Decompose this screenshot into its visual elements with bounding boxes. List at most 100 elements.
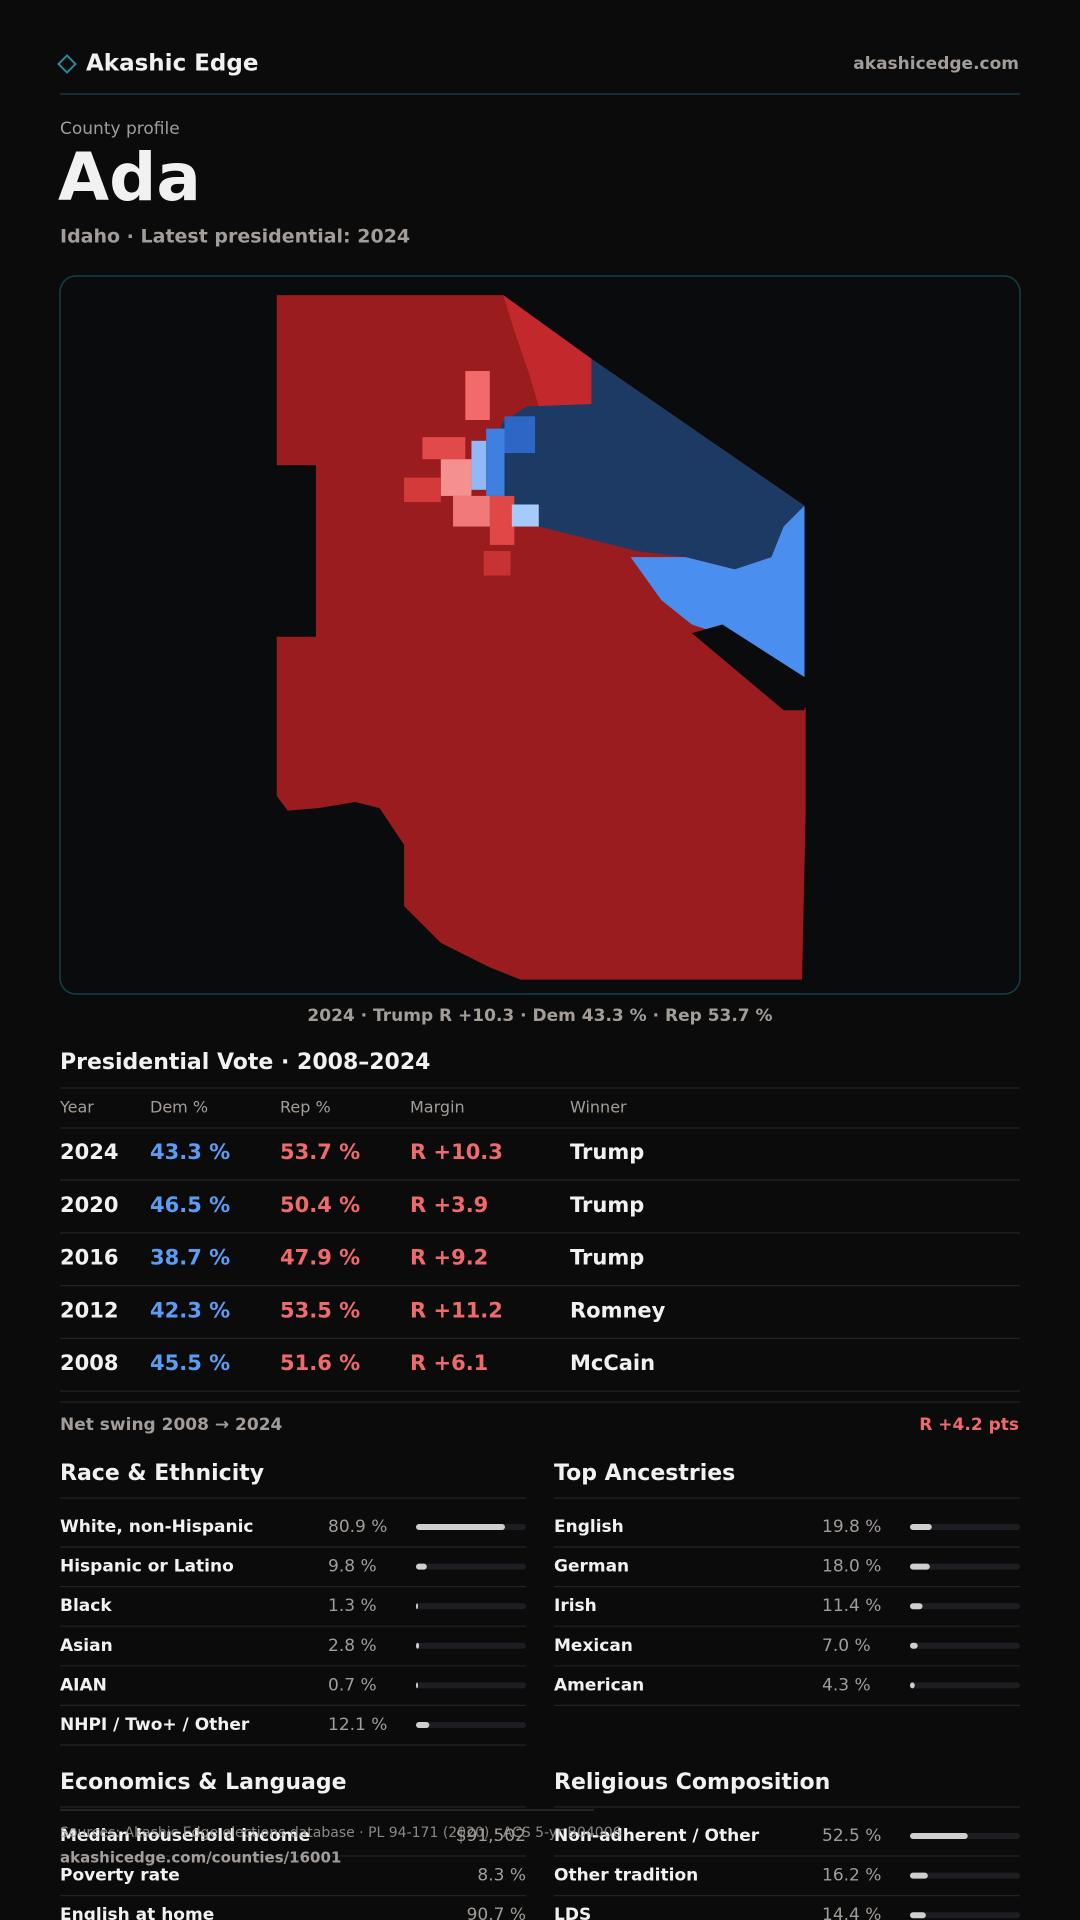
row-label: White, non-Hispanic bbox=[60, 1517, 253, 1537]
row-value: 16.2 % bbox=[822, 1866, 881, 1886]
vote-cell: 2024 bbox=[60, 1140, 118, 1164]
row-value: 2.8 % bbox=[328, 1636, 377, 1656]
bar bbox=[910, 1563, 930, 1570]
row-value: 7.0 % bbox=[822, 1636, 871, 1656]
bar bbox=[416, 1524, 505, 1530]
brand[interactable]: Akashic Edge bbox=[86, 51, 258, 77]
bar-track bbox=[910, 1872, 1020, 1879]
net-swing-label: Net swing 2008 → 2024 bbox=[60, 1415, 283, 1435]
row-value: 14.4 % bbox=[822, 1905, 881, 1920]
bar-track bbox=[416, 1642, 526, 1649]
row-value: 90.7 % bbox=[467, 1905, 526, 1920]
bar bbox=[910, 1682, 915, 1689]
bar bbox=[416, 1642, 420, 1649]
row-value: 8.3 % bbox=[477, 1866, 526, 1886]
vote-cell: R +9.2 bbox=[410, 1246, 488, 1270]
map-caption: 2024 · Trump R +10.3 · Dem 43.3 % · Rep … bbox=[307, 1006, 772, 1026]
vote-cell: 2008 bbox=[60, 1351, 118, 1375]
row-label: AIAN bbox=[60, 1675, 107, 1695]
row-value: 18.0 % bbox=[822, 1557, 881, 1577]
vote-cell: 53.5 % bbox=[280, 1298, 360, 1322]
vote-cell: Trump bbox=[570, 1246, 644, 1270]
bar bbox=[910, 1524, 932, 1530]
vote-cell: 2016 bbox=[60, 1246, 118, 1270]
row-label: Black bbox=[60, 1596, 112, 1616]
vote-cell: 53.7 % bbox=[280, 1140, 360, 1164]
vote-cell: 45.5 % bbox=[150, 1351, 230, 1375]
bar-track bbox=[910, 1642, 1020, 1649]
vote-cell: R +3.9 bbox=[410, 1193, 488, 1217]
vote-cell: 38.7 % bbox=[150, 1246, 230, 1270]
vote-cell: 43.3 % bbox=[150, 1140, 230, 1164]
row-value: 11.4 % bbox=[822, 1596, 881, 1616]
row-label: Other tradition bbox=[554, 1866, 698, 1886]
vote-cell: 2012 bbox=[60, 1298, 118, 1322]
bar bbox=[416, 1682, 418, 1689]
vote-cell: 50.4 % bbox=[280, 1193, 360, 1217]
vote-cell: 2020 bbox=[60, 1193, 118, 1217]
bar bbox=[910, 1833, 968, 1839]
row-value: 80.9 % bbox=[328, 1517, 387, 1537]
row-label: English at home bbox=[60, 1905, 214, 1920]
bar bbox=[416, 1563, 427, 1570]
map bbox=[276, 295, 806, 980]
bar-track bbox=[416, 1722, 526, 1728]
bar-track bbox=[910, 1603, 1020, 1610]
row-value: 52.5 % bbox=[822, 1826, 881, 1846]
bar bbox=[910, 1603, 923, 1610]
bar-track bbox=[910, 1682, 1020, 1689]
footer-sources: Sources: Akashic Edge elections database… bbox=[60, 1825, 622, 1841]
row-label: Hispanic or Latino bbox=[60, 1557, 234, 1577]
row-label: Mexican bbox=[554, 1636, 633, 1656]
map-blue-light bbox=[630, 505, 805, 678]
bar-track bbox=[910, 1563, 1020, 1570]
vote-cell: R +10.3 bbox=[410, 1140, 503, 1164]
row-value: $91,502 bbox=[456, 1826, 526, 1846]
section-title: Race & Ethnicity bbox=[60, 1461, 264, 1486]
row-label: Median household income bbox=[60, 1826, 310, 1846]
site-link[interactable]: akashicedge.com bbox=[853, 54, 1019, 74]
row-value: 9.8 % bbox=[328, 1557, 377, 1577]
bar-track bbox=[910, 1524, 1020, 1530]
vote-cell: Trump bbox=[570, 1140, 644, 1164]
row-value: 12.1 % bbox=[328, 1715, 387, 1735]
row-label: LDS bbox=[554, 1905, 591, 1920]
row-value: 1.3 % bbox=[328, 1596, 377, 1616]
row-label: English bbox=[554, 1517, 624, 1537]
row-label: German bbox=[554, 1557, 629, 1577]
vote-cell: Trump bbox=[570, 1193, 644, 1217]
bar bbox=[910, 1872, 928, 1879]
subtitle: Idaho · Latest presidential: 2024 bbox=[60, 226, 410, 248]
row-label: Asian bbox=[60, 1636, 113, 1656]
column-header: Dem % bbox=[150, 1098, 208, 1117]
vote-cell: 46.5 % bbox=[150, 1193, 230, 1217]
bar bbox=[910, 1642, 918, 1649]
bar-track bbox=[416, 1603, 526, 1610]
footer-url: akashicedge.com/counties/16001 bbox=[60, 1849, 341, 1867]
column-header: Winner bbox=[570, 1098, 627, 1117]
logo bbox=[57, 54, 77, 74]
vote-cell: R +11.2 bbox=[410, 1298, 503, 1322]
row-label: Non-adherent / Other bbox=[554, 1826, 760, 1846]
map-blue-dark bbox=[489, 358, 805, 570]
map-red-light bbox=[503, 295, 592, 407]
section-title: Economics & Language bbox=[60, 1770, 347, 1795]
row-label: Irish bbox=[554, 1596, 597, 1616]
vote-cell: McCain bbox=[570, 1351, 655, 1375]
row-label: American bbox=[554, 1675, 644, 1695]
row-label: Poverty rate bbox=[60, 1866, 180, 1886]
net-swing-value: R +4.2 pts bbox=[919, 1415, 1019, 1435]
section-title: Religious Composition bbox=[554, 1770, 830, 1795]
vote-cell: 51.6 % bbox=[280, 1351, 360, 1375]
bar-track bbox=[910, 1912, 1020, 1919]
vote-cell: R +6.1 bbox=[410, 1351, 488, 1375]
map-gap bbox=[691, 624, 805, 711]
column-header: Margin bbox=[410, 1098, 465, 1117]
bar bbox=[416, 1722, 430, 1728]
vote-cell: Romney bbox=[570, 1298, 666, 1322]
vote-cell: 42.3 % bbox=[150, 1298, 230, 1322]
row-value: 19.8 % bbox=[822, 1517, 881, 1537]
map-precincts bbox=[404, 371, 539, 576]
